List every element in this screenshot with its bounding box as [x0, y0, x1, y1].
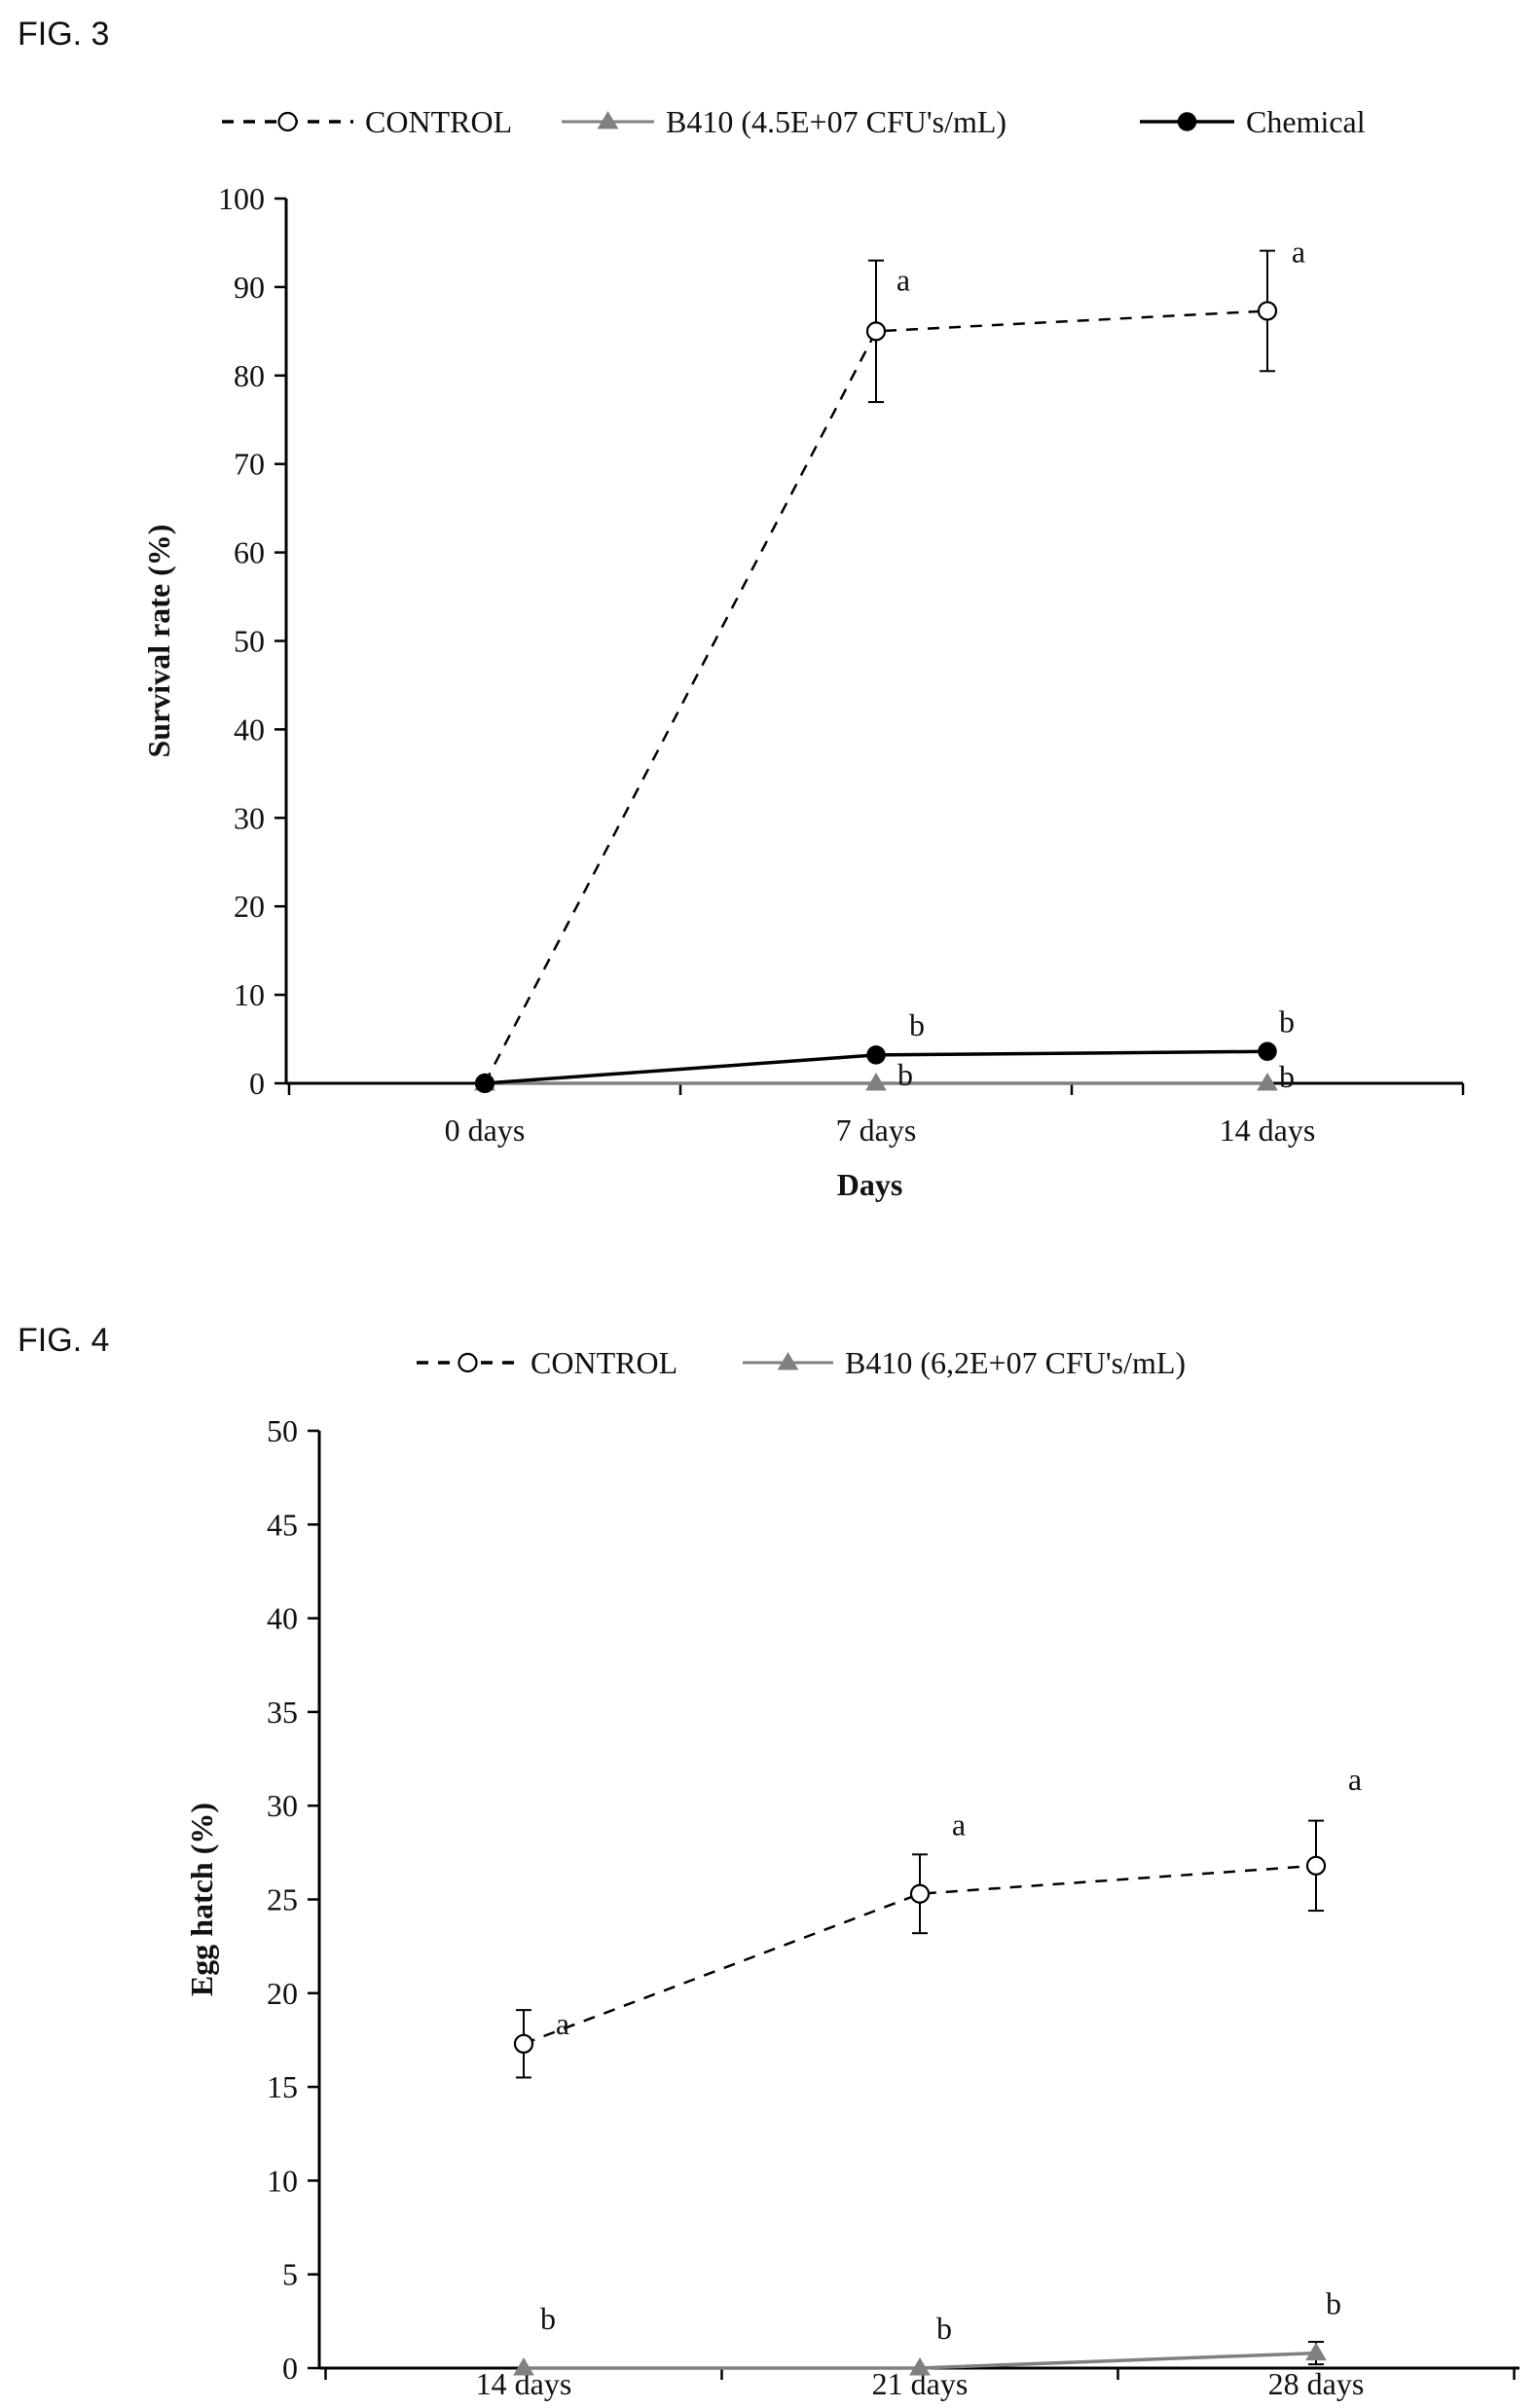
- chart3-point-1-1: [865, 1073, 887, 1091]
- chart3-legend-label-0: CONTROL: [365, 104, 512, 139]
- chart4-significance-letter: a: [1348, 1762, 1362, 1797]
- chart4-y-tick-label: 15: [267, 2069, 298, 2104]
- chart3-legend-marker-1: [597, 111, 619, 129]
- chart3-x-tick-label: 7 days: [836, 1113, 917, 1148]
- figure-4-label: FIG. 4: [18, 1322, 110, 1359]
- chart4-point-1-2: [1305, 2342, 1327, 2361]
- chart3-series-line-0: [483, 310, 1268, 1084]
- chart4-y-tick-label: 0: [282, 2351, 298, 2386]
- chart4-legend-label-1: B410 (6,2E+07 CFU's/mL): [845, 1345, 1186, 1380]
- chart4-significance-letter: b: [1326, 2286, 1341, 2321]
- chart4-y-tick-label: 35: [267, 1695, 298, 1730]
- chart3-y-tick-label: 90: [234, 270, 265, 305]
- chart4-y-axis-title: Egg hatch (%): [184, 1803, 219, 1996]
- chart3-significance-letter: b: [1279, 1003, 1295, 1039]
- chart4-y-tick-label: 50: [267, 1413, 298, 1448]
- chart3-legend-marker-2: [1177, 112, 1197, 131]
- chart4-y-tick-label: 10: [267, 2163, 298, 2198]
- chart3-legend-label-2: Chemical: [1246, 104, 1366, 139]
- chart3-significance-letter: b: [897, 1057, 913, 1092]
- chart4-y-tick-label: 5: [282, 2257, 298, 2292]
- chart3-significance-letter: a: [1292, 234, 1305, 269]
- chart3-significance-letter: b: [909, 1007, 925, 1042]
- chart3-y-tick-label: 0: [249, 1066, 265, 1101]
- chart3-point-2-0: [475, 1074, 494, 1093]
- chart3-x-axis-title: Days: [837, 1167, 903, 1202]
- chart3-y-tick-label: 100: [218, 181, 265, 216]
- chart3-y-tick-label: 30: [234, 800, 265, 835]
- chart3-y-tick-label: 60: [234, 535, 265, 570]
- chart4-point-0-1: [909, 1883, 931, 1904]
- chart4-point-0-0: [513, 2033, 534, 2054]
- chart4-significance-letter: b: [936, 2311, 952, 2346]
- chart4-legend-label-0: CONTROL: [531, 1345, 677, 1380]
- chart3-y-tick-label: 40: [234, 711, 265, 747]
- chart4-point-1-0: [513, 2357, 534, 2376]
- chart3-y-tick-label: 70: [234, 447, 265, 482]
- chart3-y-tick-label: 50: [234, 624, 265, 659]
- chart3-significance-letter: a: [897, 262, 910, 297]
- chart4-series-line-0: [523, 1864, 1317, 2045]
- chart4-y-tick-label: 45: [267, 1507, 298, 1542]
- chart3-legend-marker-0: [277, 111, 298, 132]
- chart4-legend-marker-1: [777, 1352, 799, 1370]
- chart3-y-tick-label: 80: [234, 358, 265, 393]
- chart3-y-tick-label: 10: [234, 977, 265, 1012]
- chart3-x-tick-label: 0 days: [445, 1113, 526, 1148]
- chart3-y-tick-label: 20: [234, 889, 265, 924]
- chart4-y-tick-label: 30: [267, 1788, 298, 1823]
- figure-3-label: FIG. 3: [18, 16, 110, 53]
- chart3-x-tick-label: 14 days: [1220, 1113, 1316, 1148]
- chart4-point-0-2: [1305, 1855, 1327, 1876]
- chart4-y-tick-label: 40: [267, 1601, 298, 1636]
- chart4-x-tick-label: 28 days: [1268, 2366, 1365, 2401]
- chart3-point-2-1: [866, 1045, 886, 1065]
- chart3-point-0-1: [865, 321, 887, 342]
- chart4-y-tick-label: 20: [267, 1976, 298, 2011]
- chart3-y-axis-title: Survival rate (%): [141, 525, 176, 758]
- chart3-point-0-2: [1257, 301, 1278, 321]
- chart4-y-tick-label: 25: [267, 1882, 298, 1917]
- chart3-point-1-2: [1257, 1073, 1278, 1091]
- chart3-significance-letter: b: [1279, 1059, 1295, 1094]
- chart4-significance-letter: a: [556, 2006, 569, 2041]
- chart4-significance-letter: b: [540, 2301, 556, 2336]
- chart4-point-1-1: [909, 2357, 931, 2376]
- chart3-point-2-2: [1258, 1041, 1277, 1062]
- chart3-legend-label-1: B410 (4.5E+07 CFU's/mL): [666, 104, 1006, 139]
- chart4-legend-marker-0: [457, 1352, 478, 1373]
- chart4-significance-letter: a: [952, 1807, 966, 1842]
